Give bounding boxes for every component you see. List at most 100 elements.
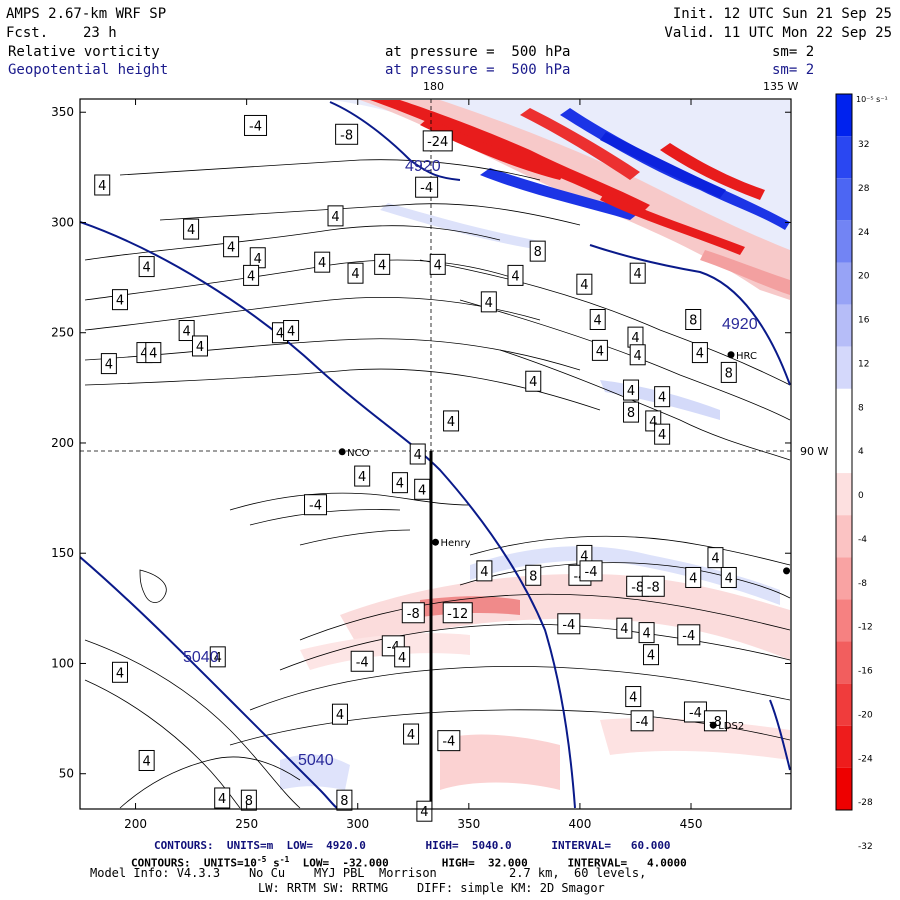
vorticity-label-text: 4 — [143, 261, 151, 276]
footer-height-contours: CONTOURS: UNITS=m LOW= 4920.0 HIGH= 5040… — [154, 839, 671, 852]
vorticity-label-text: 4 — [634, 349, 642, 364]
vorticity-label-text: 4 — [214, 651, 222, 666]
vorticity-label-box — [623, 401, 640, 423]
valid-time: Valid. 11 UTC Mon 22 Sep 25 — [664, 25, 892, 41]
vorticity-label-text: 4 — [658, 391, 666, 406]
vorticity-label: 4 — [654, 423, 671, 445]
vorticity-label-box — [643, 644, 660, 666]
vorticity-label-text: -8 — [340, 128, 353, 143]
vorticity-label-text: 4 — [336, 708, 344, 723]
vorticity-label: -12 — [442, 602, 473, 624]
vorticity-label-text: 4 — [318, 256, 326, 271]
station-marker — [727, 351, 735, 359]
vorticity-label-text: -4 — [420, 181, 433, 196]
vorticity-label-box — [529, 240, 546, 262]
lon-label-135w: 135 W — [763, 80, 798, 93]
vorticity-label-text: -4 — [585, 565, 598, 580]
colorbar: 32 28 24 20 16 12 8 4 0 -4 -8 -12 -16 -20 -24 -28 -32 10⁻… — [835, 93, 888, 852]
field1-level: at pressure = 500 hPa — [385, 44, 571, 60]
vorticity-label-text: 4 — [658, 428, 666, 443]
vorticity-label: 4 — [145, 342, 162, 364]
vorticity-label: 4 — [507, 264, 524, 286]
vorticity-label: 8 — [336, 789, 353, 811]
vorticity-label: -24 — [422, 130, 453, 152]
lon-label-90w: 90 W — [800, 445, 828, 458]
colorbar-swatch — [836, 515, 852, 558]
vorticity-label-box — [145, 342, 162, 364]
vorticity-label-text: 4 — [631, 331, 639, 346]
vorticity-label: 4 — [394, 646, 411, 668]
vorticity-label-text: -8 — [407, 607, 420, 622]
vorticity-label-box — [476, 560, 493, 582]
vorticity-label-text: -4 — [356, 655, 369, 670]
vorticity-label: 4 — [391, 472, 408, 494]
vorticity-label-box — [480, 291, 497, 313]
vorticity-label: 4 — [214, 787, 231, 809]
vorticity-label: 4 — [94, 174, 111, 196]
colorbar-label: -32 — [858, 842, 873, 852]
station-name: NCO — [347, 448, 369, 459]
vorticity-label-box — [654, 423, 671, 445]
vorticity-label-box — [415, 176, 439, 198]
vorticity-label-box — [589, 308, 606, 330]
vorticity-label-text: 4 — [116, 666, 124, 681]
vorticity-label: -4 — [677, 624, 701, 646]
colorbar-swatch — [836, 683, 852, 726]
field2-level: at pressure = 500 hPa — [385, 62, 571, 78]
vorticity-label-text: 4 — [629, 691, 637, 706]
vorticity-label-box — [525, 564, 542, 586]
field1-name: Relative vorticity — [8, 44, 160, 60]
colorbar-swatch — [836, 725, 852, 768]
vorticity-label-box — [707, 547, 724, 569]
vorticity-label-box — [629, 262, 646, 284]
vorticity-label-box — [327, 205, 344, 227]
vorticity-label-text: 4 — [627, 384, 635, 399]
vorticity-label: 4 — [327, 205, 344, 227]
vorticity-label: 4 — [623, 379, 640, 401]
vorticity-label-text: 4 — [596, 344, 604, 359]
vorticity-label-box — [111, 289, 128, 311]
colorbar-label: -12 — [858, 623, 873, 633]
vorticity-label-text: 4 — [580, 549, 588, 564]
vorticity-label-box — [100, 353, 117, 375]
field2-name: Geopotential height — [8, 62, 169, 78]
vorticity-label-text: 4 — [98, 179, 106, 194]
vorticity-label-text: 8 — [245, 794, 253, 809]
vorticity-label-box — [685, 308, 702, 330]
vorticity-shading — [280, 100, 790, 790]
vorticity-label: 4 — [416, 800, 433, 822]
vorticity-label-text: 8 — [340, 794, 348, 809]
height-label-5040-south: 5040 — [298, 752, 334, 769]
vorticity-label: 4 — [707, 547, 724, 569]
vorticity-label-box — [443, 410, 460, 432]
vorticity-label-text: 8 — [627, 406, 635, 421]
vorticity-label-box — [336, 789, 353, 811]
vorticity-label: 4 — [409, 443, 426, 465]
vorticity-label-box — [429, 253, 446, 275]
x-tick-label: 200 — [124, 817, 147, 831]
vorticity-label: 4 — [643, 644, 660, 666]
vorticity-label-text: 4 — [447, 415, 455, 430]
vorticity-label-text: 4 — [227, 241, 235, 256]
vorticity-label-box — [374, 253, 391, 275]
vorticity-label-text: 4 — [351, 267, 359, 282]
vorticity-label: 4 — [589, 308, 606, 330]
vorticity-label-box — [416, 800, 433, 822]
vorticity-label-text: 4 — [187, 223, 195, 238]
vorticity-label: 4 — [111, 661, 128, 683]
station-name: Henry — [441, 538, 471, 549]
vorticity-label-text: 4 — [378, 258, 386, 273]
vorticity-label-text: 4 — [287, 325, 295, 340]
vorticity-label-text: -8 — [647, 580, 660, 595]
vorticity-label-box — [579, 560, 603, 582]
vorticity-label-box — [283, 320, 300, 342]
vorticity-label: 4 — [138, 256, 155, 278]
height-label-4920-east: 4920 — [722, 316, 758, 333]
vorticity-label: 4 — [443, 410, 460, 432]
vorticity-label-box — [720, 566, 737, 588]
vorticity-label-box — [409, 443, 426, 465]
colorbar-swatch — [836, 220, 852, 263]
vorticity-label-text: 4 — [414, 448, 422, 463]
vorticity-label-box — [350, 650, 374, 672]
vorticity-label-box — [401, 602, 425, 624]
